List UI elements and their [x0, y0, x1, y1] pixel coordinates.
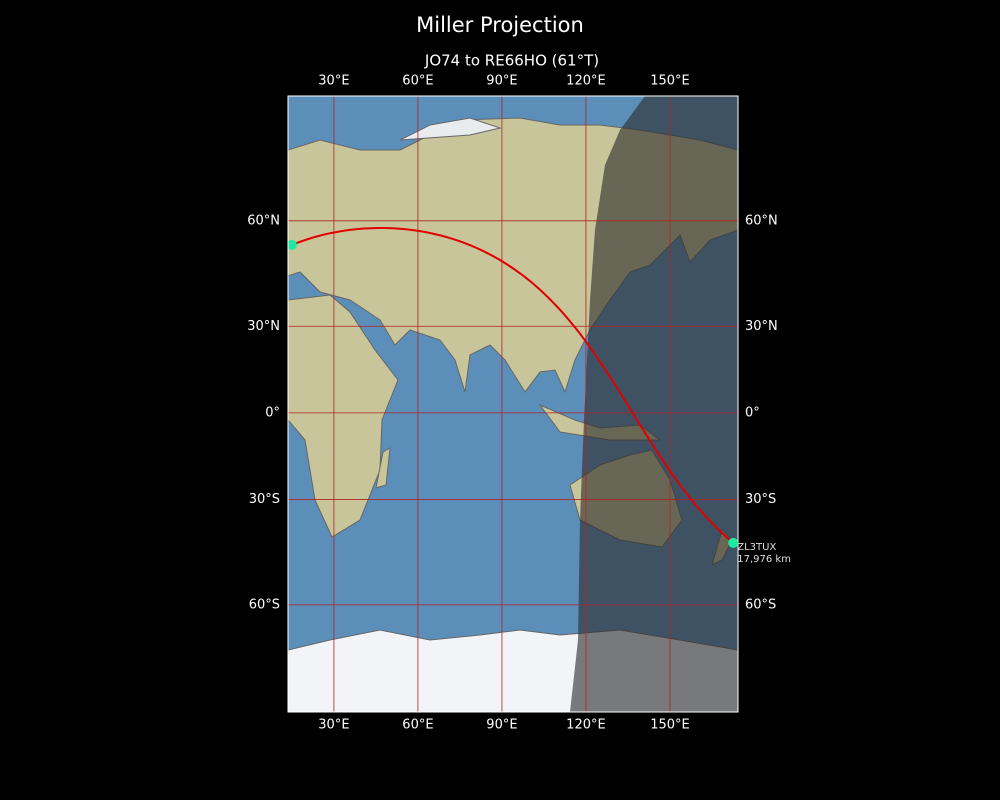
lon-label-bottom: 30°E — [318, 718, 349, 733]
lon-label-top: 30°E — [318, 74, 349, 89]
lon-label-bottom: 120°E — [566, 718, 606, 733]
lat-label-right: 60°S — [745, 597, 776, 612]
lat-label-left: 30°N — [247, 319, 280, 334]
end-marker — [728, 537, 739, 548]
lon-label-bottom: 60°E — [402, 718, 433, 733]
start-marker — [288, 239, 297, 250]
map-frame — [287, 95, 739, 713]
lat-label-right: 30°N — [745, 319, 778, 334]
graticule — [288, 96, 738, 712]
lon-label-top: 120°E — [566, 74, 606, 89]
great-circle — [291, 227, 734, 544]
lat-label-left: 60°N — [247, 213, 280, 228]
lat-label-left: 60°S — [249, 597, 280, 612]
title: Miller Projection — [416, 13, 584, 37]
lon-label-bottom: 150°E — [650, 718, 690, 733]
distance-label: 17,976 km — [737, 554, 791, 565]
lon-label-bottom: 90°E — [486, 718, 517, 733]
map-area — [288, 96, 738, 712]
lon-label-top: 60°E — [402, 74, 433, 89]
lat-label-left: 0° — [265, 405, 280, 420]
lon-label-top: 90°E — [486, 74, 517, 89]
route — [288, 227, 734, 544]
arctic-islands — [399, 117, 502, 141]
subtitle: JO74 to RE66HO (61°T) — [424, 52, 599, 70]
lat-label-right: 0° — [745, 405, 760, 420]
lat-label-right: 30°S — [745, 492, 776, 507]
axis-labels: 30°E 30°E 60°E 60°E 90°E 90°E 120°E 120°E 150°E 1… — [247, 74, 778, 733]
madagascar — [375, 447, 391, 489]
lon-label-top: 150°E — [650, 74, 690, 89]
lat-label-right: 60°N — [745, 213, 778, 228]
lat-label-left: 30°S — [249, 492, 280, 507]
night-shade — [570, 96, 738, 712]
station-label: ZL3TUX — [737, 542, 776, 553]
